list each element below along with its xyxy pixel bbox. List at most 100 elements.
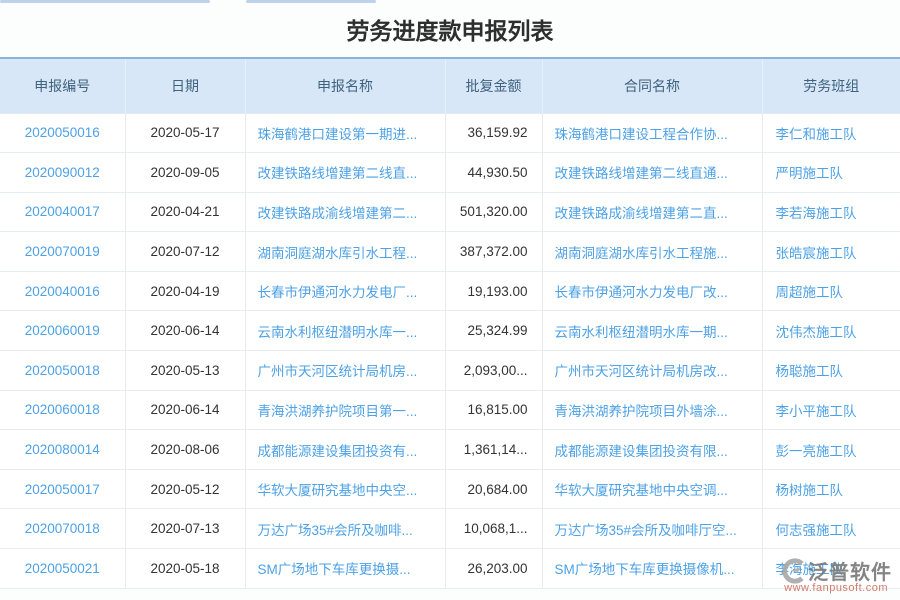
amount-text: 25,324.99 <box>467 323 528 339</box>
amount-text: 44,930.50 <box>467 164 528 180</box>
table-row: 2020050018 2020-05-13 广州市天河区统计局机房... 2,093,… <box>0 350 900 391</box>
column-header-team: 劳务班组 <box>762 57 900 114</box>
contract-name-link[interactable]: 广州市天河区统计局机房改... <box>554 364 728 380</box>
declaration-name-link[interactable]: 青海洪湖养护院项目第一... <box>257 403 418 419</box>
cell-id: 2020050018 <box>0 350 126 391</box>
team-link[interactable]: 李若海施工队 <box>775 205 857 221</box>
cell-team: 彭一亮施工队 <box>762 429 900 470</box>
declaration-name-link[interactable]: 湖南洞庭湖水库引水工程... <box>257 245 418 261</box>
amount-text: 2,093,00... <box>463 362 528 378</box>
declaration-id-link[interactable]: 2020050016 <box>24 125 100 141</box>
declaration-id-link[interactable]: 2020050021 <box>24 560 100 576</box>
cell-id: 2020070019 <box>0 231 126 272</box>
declaration-name-link[interactable]: 华软大厦研究基地中央空... <box>257 483 418 499</box>
team-link[interactable]: 杨树施工队 <box>775 483 844 499</box>
cell-id: 2020050017 <box>0 469 126 510</box>
team-link[interactable]: 周超施工队 <box>775 285 844 301</box>
team-link[interactable]: 李小平施工队 <box>775 403 857 419</box>
contract-name-link[interactable]: 万达广场35#会所及咖啡厅空... <box>554 522 737 538</box>
cell-amount: 2,093,00... <box>445 350 543 391</box>
column-header-contract: 合同名称 <box>542 57 763 114</box>
column-header-name: 申报名称 <box>245 57 446 114</box>
cell-id: 2020050021 <box>0 548 126 589</box>
contract-name-link[interactable]: 改建铁路线增建第二线直通... <box>554 166 728 182</box>
cell-team: 杨聪施工队 <box>762 350 900 391</box>
table-row: 2020080014 2020-08-06 成都能源建设集团投资有... 1,361,… <box>0 429 900 470</box>
declaration-name-link[interactable]: 万达广场35#会所及咖啡... <box>257 522 413 538</box>
cell-date: 2020-06-14 <box>125 390 246 431</box>
contract-name-link[interactable]: 湖南洞庭湖水库引水工程施... <box>554 245 728 261</box>
cell-amount: 25,324.99 <box>445 310 543 352</box>
declaration-id-link[interactable]: 2020070019 <box>24 244 100 260</box>
cell-amount: 44,930.50 <box>445 152 543 193</box>
declaration-name-link[interactable]: 云南水利枢纽潜明水库一... <box>257 324 418 340</box>
cell-name: 青海洪湖养护院项目第一... <box>245 390 446 431</box>
declaration-name-link[interactable]: SM广场地下车库更换摄... <box>257 562 411 578</box>
cell-name: 广州市天河区统计局机房... <box>245 350 446 391</box>
contract-name-link[interactable]: 长春市伊通河水力发电厂改... <box>554 285 728 301</box>
date-text: 2020-04-19 <box>150 283 220 299</box>
declaration-name-link[interactable]: 珠海鹤港口建设第一期进... <box>257 126 418 142</box>
table-row: 2020070018 2020-07-13 万达广场35#会所及咖啡... 10,06… <box>0 508 900 550</box>
cell-contract: 湖南洞庭湖水库引水工程施... <box>542 231 763 272</box>
declaration-id-link[interactable]: 2020060018 <box>24 402 100 418</box>
cell-name: 珠海鹤港口建设第一期进... <box>245 113 446 154</box>
team-link[interactable]: 沈伟杰施工队 <box>775 324 857 340</box>
team-link[interactable]: 张皓宸施工队 <box>775 245 857 261</box>
team-link[interactable]: 严明施工队 <box>775 166 844 182</box>
cell-contract: 云南水利枢纽潜明水库一期... <box>542 310 763 352</box>
cell-name: 华软大厦研究基地中央空... <box>245 469 446 510</box>
declaration-name-link[interactable]: 改建铁路成渝线增建第二... <box>257 205 418 221</box>
declaration-id-link[interactable]: 2020080014 <box>24 442 100 458</box>
date-text: 2020-05-18 <box>150 560 220 576</box>
declaration-id-link[interactable]: 2020040016 <box>24 283 100 299</box>
contract-name-link[interactable]: SM广场地下车库更换摄像机... <box>554 562 735 578</box>
declaration-id-link[interactable]: 2020050017 <box>24 481 100 497</box>
contract-name-link[interactable]: 云南水利枢纽潜明水库一期... <box>554 324 728 340</box>
team-link[interactable]: 彭一亮施工队 <box>775 443 857 459</box>
cell-date: 2020-05-12 <box>125 469 246 510</box>
declaration-name-link[interactable]: 改建铁路线增建第二线直... <box>257 166 418 182</box>
declaration-id-link[interactable]: 2020040017 <box>24 204 100 220</box>
cell-date: 2020-04-19 <box>125 271 246 312</box>
date-text: 2020-07-13 <box>150 521 220 537</box>
cell-contract: 珠海鹤港口建设工程合作协... <box>542 113 763 154</box>
cell-contract: 成都能源建设集团投资有限... <box>542 429 763 470</box>
contract-name-link[interactable]: 改建铁路成渝线增建第二直... <box>554 205 728 221</box>
cell-name: SM广场地下车库更换摄... <box>245 548 446 589</box>
declaration-name-link[interactable]: 成都能源建设集团投资有... <box>257 443 418 459</box>
declaration-id-link[interactable]: 2020090012 <box>24 164 100 180</box>
team-link[interactable]: 李海施工队 <box>775 562 844 578</box>
cell-team: 李小平施工队 <box>762 390 900 431</box>
team-link[interactable]: 何志强施工队 <box>775 522 857 538</box>
declaration-name-link[interactable]: 长春市伊通河水力发电厂... <box>257 285 418 301</box>
cell-id: 2020050016 <box>0 113 126 154</box>
cell-date: 2020-07-13 <box>125 508 246 550</box>
date-text: 2020-04-21 <box>150 204 220 220</box>
date-text: 2020-08-06 <box>150 442 220 458</box>
contract-name-link[interactable]: 成都能源建设集团投资有限... <box>554 443 728 459</box>
contract-name-link[interactable]: 青海洪湖养护院项目外墙涂... <box>554 403 728 419</box>
cell-team: 张皓宸施工队 <box>762 231 900 272</box>
cell-team: 沈伟杰施工队 <box>762 310 900 352</box>
cell-amount: 26,203.00 <box>445 548 543 589</box>
declaration-id-link[interactable]: 2020050018 <box>24 362 100 378</box>
cell-id: 2020080014 <box>0 429 126 470</box>
cell-date: 2020-06-14 <box>125 310 246 352</box>
header-row: 申报编号 日期 申报名称 批复金额 合同名称 劳务班组 <box>0 57 900 114</box>
date-text: 2020-07-12 <box>150 244 220 260</box>
amount-text: 19,193.00 <box>467 283 528 299</box>
amount-text: 20,684.00 <box>467 481 528 497</box>
contract-name-link[interactable]: 华软大厦研究基地中央空调... <box>554 483 728 499</box>
contract-name-link[interactable]: 珠海鹤港口建设工程合作协... <box>554 126 728 142</box>
cell-name: 改建铁路线增建第二线直... <box>245 152 446 193</box>
cell-team: 杨树施工队 <box>762 469 900 510</box>
declaration-name-link[interactable]: 广州市天河区统计局机房... <box>257 364 418 380</box>
declaration-id-link[interactable]: 2020070018 <box>24 521 100 537</box>
date-text: 2020-05-13 <box>150 362 220 378</box>
team-link[interactable]: 杨聪施工队 <box>775 364 844 380</box>
cell-id: 2020040016 <box>0 271 126 312</box>
team-link[interactable]: 李仁和施工队 <box>775 126 857 142</box>
cell-name: 湖南洞庭湖水库引水工程... <box>245 231 446 272</box>
declaration-id-link[interactable]: 2020060019 <box>24 323 100 339</box>
